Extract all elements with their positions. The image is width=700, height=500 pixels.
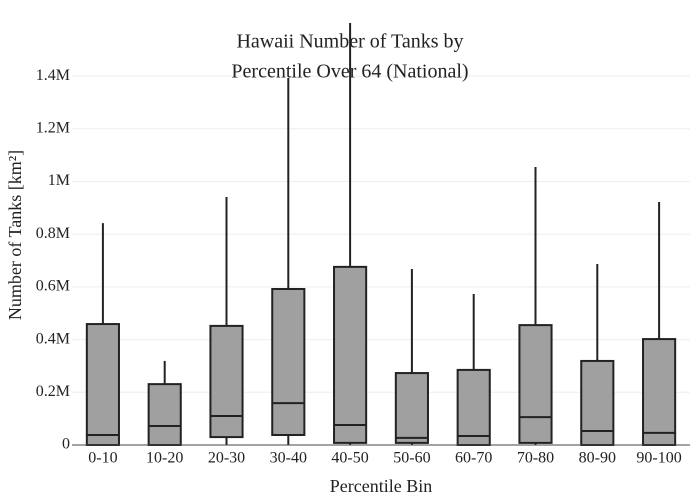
box: [394, 372, 429, 444]
x-tick-label: 70-80: [517, 450, 554, 467]
chart-title: Percentile Over 64 (National): [231, 61, 468, 83]
box: [85, 323, 120, 446]
y-tick-label: 0.8M: [36, 225, 70, 242]
x-tick-label: 50-60: [393, 450, 430, 467]
box: [209, 324, 244, 439]
box: [518, 324, 553, 444]
y-tick-label: 0: [62, 436, 70, 453]
box: [642, 338, 677, 446]
box: [147, 383, 182, 446]
y-tick-label: 1M: [48, 172, 70, 189]
y-tick-label: 1.4M: [36, 67, 70, 84]
box: [456, 368, 491, 446]
plot: [85, 23, 677, 447]
x-tick-label: 80-90: [579, 450, 616, 467]
x-tick-label: 90-100: [636, 450, 681, 467]
y-tick-label: 0.4M: [36, 330, 70, 347]
x-tick-label: 20-30: [208, 450, 245, 467]
x-tick-label: 60-70: [455, 450, 492, 467]
x-tick-label: 0-10: [88, 450, 117, 467]
box: [271, 288, 306, 436]
y-axis-label: Number of Tanks [km²]: [5, 150, 25, 320]
y-tick-label: 1.2M: [36, 119, 70, 136]
x-tick-label: 40-50: [331, 450, 368, 467]
y-tick-label: 0.6M: [36, 278, 70, 295]
y-tick-label: 0.2M: [36, 383, 70, 400]
box: [580, 359, 615, 447]
x-tick-label: 30-40: [270, 450, 307, 467]
box: [333, 265, 368, 444]
x-axis-label: Percentile Bin: [330, 476, 432, 496]
chart-title: Hawaii Number of Tanks by: [236, 31, 463, 53]
x-tick-label: 10-20: [146, 450, 183, 467]
